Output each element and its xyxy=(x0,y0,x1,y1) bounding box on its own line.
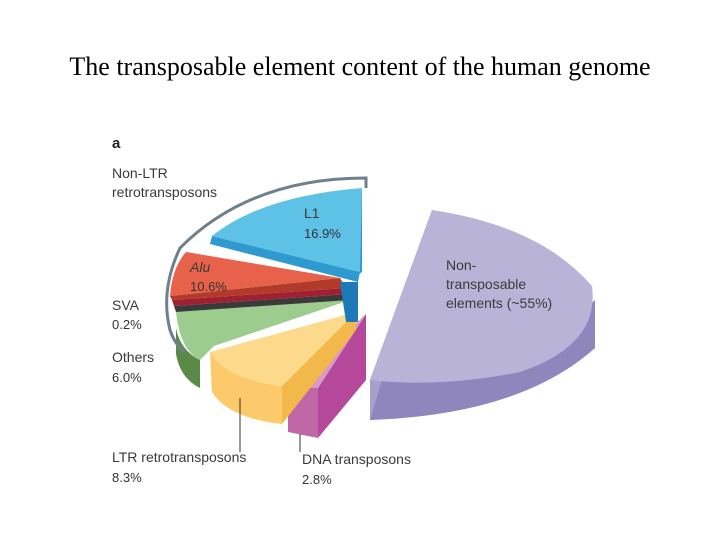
non-te-label-line-3: elements (~55%) xyxy=(446,295,552,311)
ltr-label: LTR retrotransposons xyxy=(112,449,246,465)
sva-label: SVA xyxy=(112,297,140,313)
slice-others-top xyxy=(176,300,350,360)
slice-sva xyxy=(172,288,350,312)
alu-value: 10.6% xyxy=(190,279,227,294)
slice-dna-transposons-side xyxy=(318,314,366,438)
slice-non-transposable xyxy=(370,210,595,420)
slice-others-front xyxy=(176,328,200,388)
slide-title: The transposable element content of the … xyxy=(69,52,651,81)
slice-l1 xyxy=(210,188,362,322)
slice-alu-top xyxy=(170,252,340,296)
l1-value: 16.9% xyxy=(304,226,341,241)
sva-value: 0.2% xyxy=(112,317,142,332)
ltr-value: 8.3% xyxy=(112,470,142,485)
slice-alu-side xyxy=(170,278,346,300)
non-ltr-bracket xyxy=(165,176,368,354)
dna-value: 2.8% xyxy=(302,472,332,487)
slice-ltr xyxy=(210,312,356,424)
slice-alu xyxy=(170,252,346,300)
slice-sva-band xyxy=(172,288,348,306)
dna-label: DNA transposons xyxy=(302,451,411,467)
alu-label: Alu xyxy=(189,259,210,275)
slice-non-transposable-top xyxy=(370,210,593,383)
l1-label: L1 xyxy=(304,205,320,221)
panel-label: a xyxy=(112,135,121,152)
slice-sva-top xyxy=(174,294,350,312)
others-value: 6.0% xyxy=(112,370,142,385)
slice-others xyxy=(176,300,350,388)
slice-l1-top xyxy=(212,188,362,272)
non-te-label-line-1: Non- xyxy=(446,257,477,273)
slice-non-transposable-side xyxy=(370,300,595,420)
slice-ltr-front xyxy=(210,352,282,424)
slice-ltr-top xyxy=(210,312,356,386)
non-te-label-line-2: transposable xyxy=(446,276,526,292)
group-label-line-2: retrotransposons xyxy=(112,184,217,200)
slice-l1-bottom xyxy=(210,236,360,282)
group-label-line-1: Non-LTR xyxy=(112,165,168,181)
others-label: Others xyxy=(112,349,154,365)
slice-ltr-side xyxy=(282,312,356,424)
slice-l1-under xyxy=(340,282,358,322)
